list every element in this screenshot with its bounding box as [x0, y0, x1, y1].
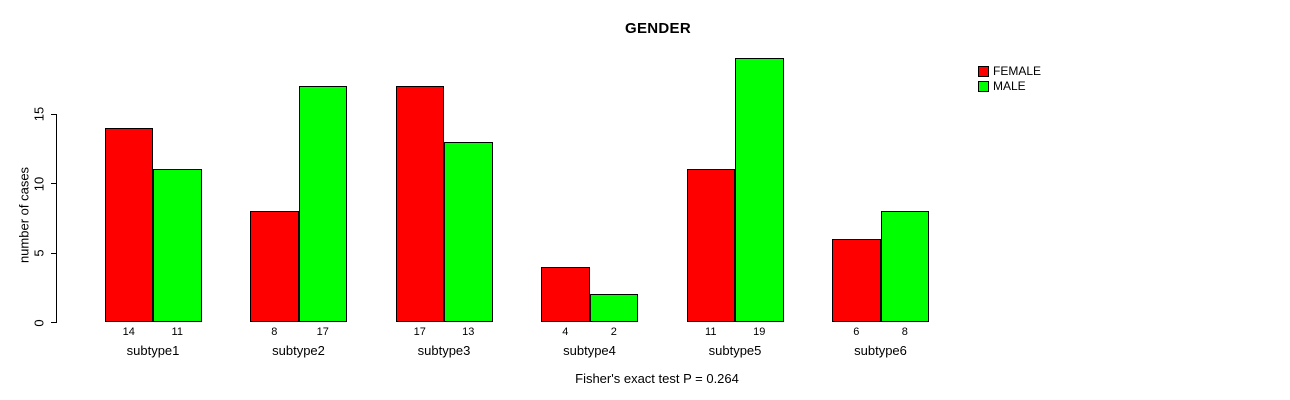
bar-male-subtype4	[589, 294, 638, 322]
bar-value-label: 14	[122, 326, 135, 338]
category-label-subtype5: subtype5	[708, 343, 762, 358]
y-tick-label: 5	[31, 249, 47, 257]
bar-female-subtype5	[686, 169, 735, 322]
bar-value-label: 8	[901, 326, 908, 338]
bar-female-subtype4	[541, 266, 590, 322]
category-label-subtype4: subtype4	[563, 343, 616, 358]
y-tick-label: 10	[31, 176, 47, 191]
y-axis-label: number of cases	[16, 166, 32, 264]
bar-value-label: 11	[705, 326, 717, 338]
bar-value-label: 11	[171, 326, 183, 338]
bar-male-subtype2	[298, 86, 347, 322]
y-tick-label: 0	[31, 318, 47, 327]
category-label-subtype1: subtype1	[126, 343, 180, 358]
y-tick-mark	[51, 252, 57, 254]
category-label-subtype3: subtype3	[417, 343, 471, 358]
bar-value-label: 17	[413, 326, 426, 338]
chart-title: GENDER	[625, 20, 691, 37]
bar-value-label: 19	[753, 326, 766, 338]
fisher-test-caption: Fisher's exact test P = 0.264	[575, 371, 739, 386]
bar-male-subtype6	[880, 211, 929, 322]
bar-female-subtype2	[250, 211, 299, 322]
y-tick-label: 15	[31, 107, 47, 122]
y-axis-line	[56, 113, 57, 323]
bar-male-subtype3	[444, 141, 493, 322]
y-tick-mark	[51, 113, 57, 115]
legend-swatch-male	[978, 81, 989, 92]
legend-entry-female: FEMALE	[978, 64, 1041, 79]
legend-label: FEMALE	[993, 64, 1042, 78]
category-label-subtype6: subtype6	[854, 343, 907, 358]
bar-value-label: 6	[853, 326, 860, 338]
category-label-subtype2: subtype2	[272, 343, 325, 358]
bar-value-label: 13	[462, 326, 475, 338]
legend-entry-male: MALE	[978, 79, 1041, 94]
bar-value-label: 4	[562, 326, 569, 338]
bar-value-label: 2	[610, 326, 617, 338]
y-tick-mark	[51, 322, 57, 323]
bar-male-subtype5	[735, 58, 784, 322]
bar-female-subtype3	[395, 86, 444, 322]
bar-value-label: 17	[316, 326, 329, 338]
legend-swatch-female	[978, 66, 989, 77]
legend: FEMALE MALE	[978, 64, 1041, 94]
bar-female-subtype1	[104, 127, 153, 322]
bar-female-subtype6	[832, 238, 881, 322]
bar-male-subtype1	[153, 169, 202, 322]
legend-label: MALE	[993, 79, 1026, 93]
y-tick-mark	[51, 183, 57, 185]
bar-value-label: 8	[271, 326, 278, 338]
